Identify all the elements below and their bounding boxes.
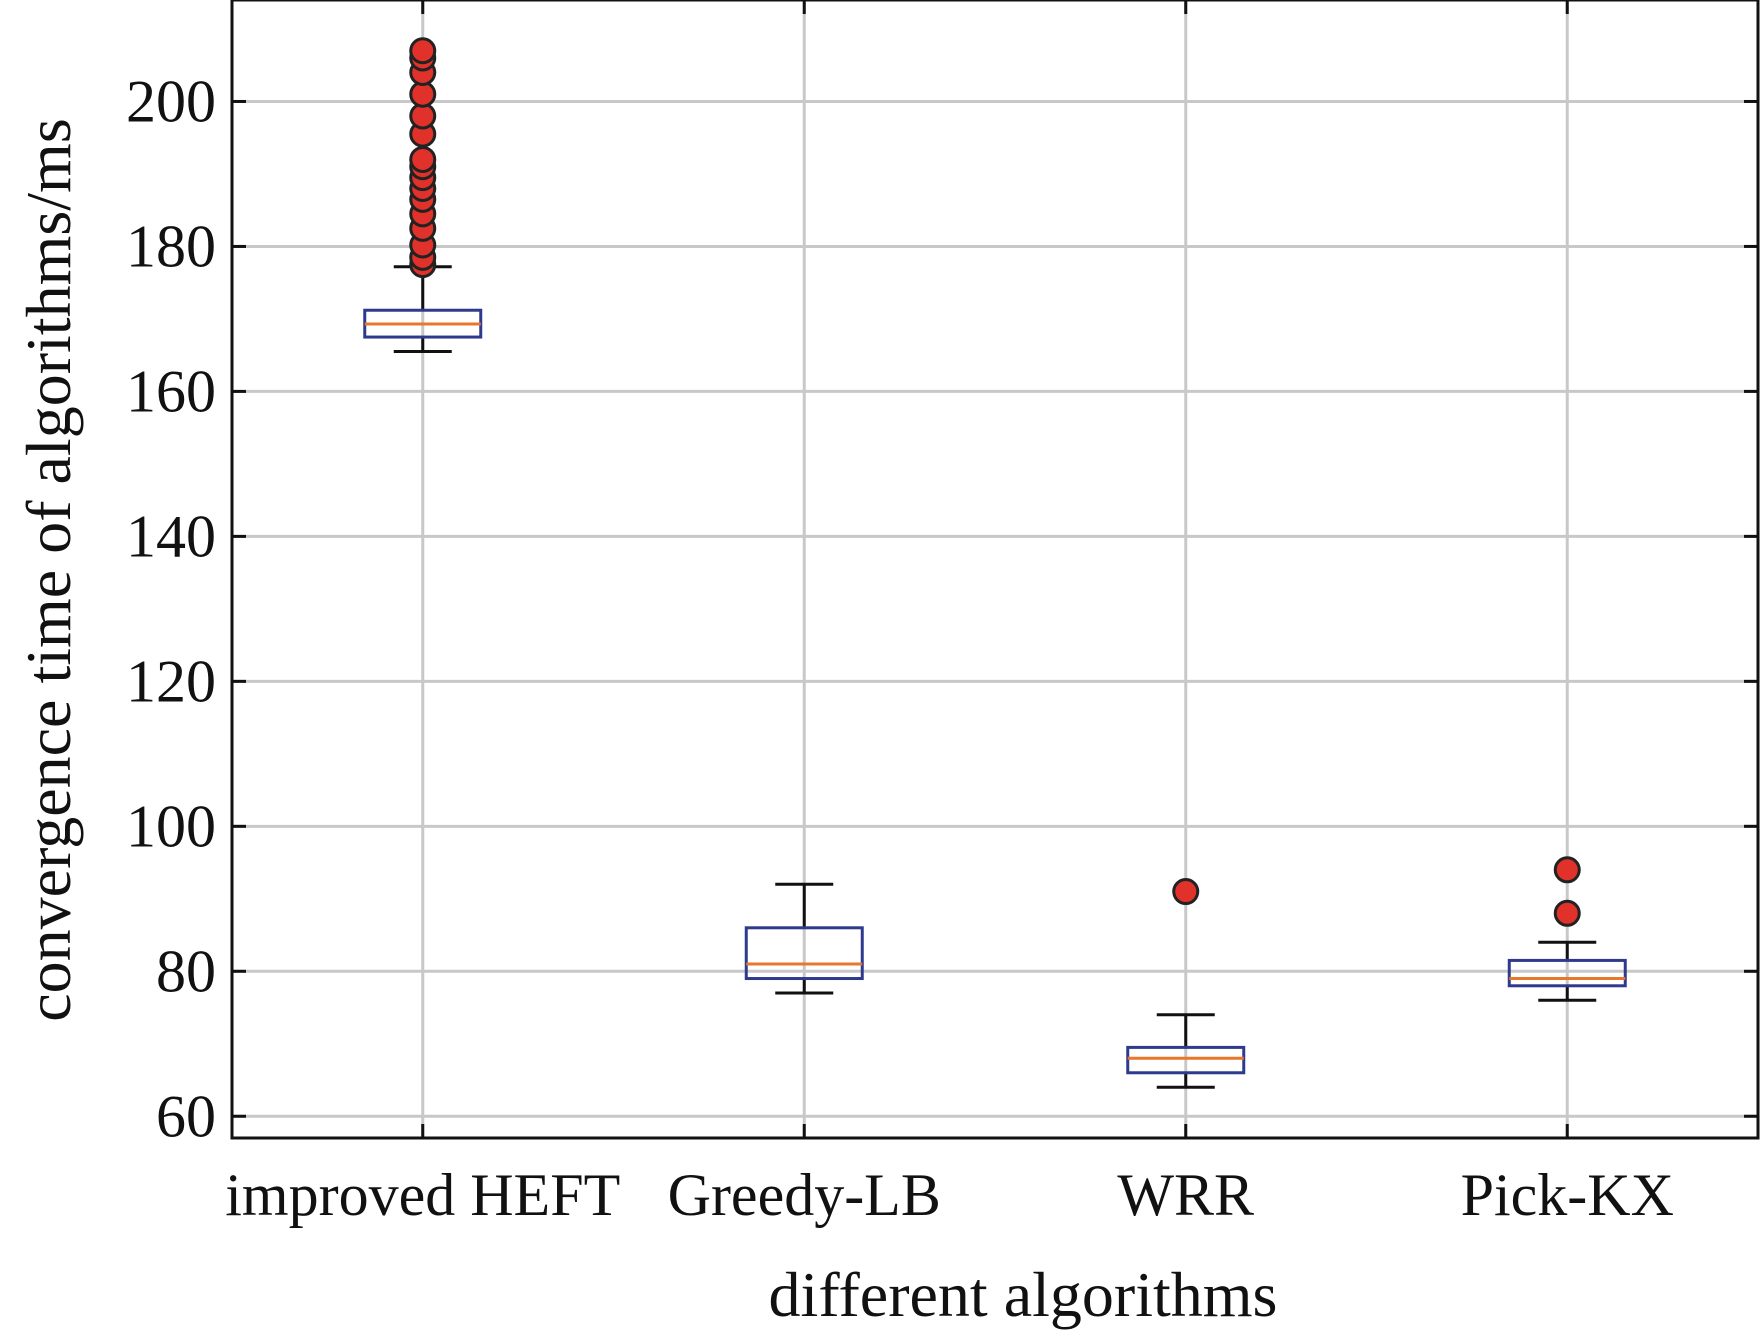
box-group-2 bbox=[1126, 878, 1246, 1089]
boxes bbox=[363, 37, 1627, 1089]
x-tick-label: improved HEFT bbox=[225, 1162, 620, 1228]
outlier-point bbox=[1553, 899, 1581, 927]
grid bbox=[232, 0, 1758, 1138]
y-tick-label: 100 bbox=[126, 793, 216, 859]
box-iqr bbox=[1126, 1045, 1246, 1075]
x-axis-ticks: improved HEFT Greedy-LB WRR Pick-KX bbox=[225, 0, 1674, 1228]
outlier-point bbox=[409, 145, 437, 173]
y-tick-label: 120 bbox=[126, 648, 216, 714]
y-tick-label: 180 bbox=[126, 213, 216, 279]
y-tick-label: 80 bbox=[156, 938, 216, 1004]
y-tick-label: 140 bbox=[126, 503, 216, 569]
outlier-point bbox=[409, 37, 437, 65]
outlier-point bbox=[1172, 878, 1200, 906]
plot-frame bbox=[230, 0, 1760, 1140]
y-tick-label: 200 bbox=[126, 68, 216, 134]
outlier-point bbox=[1553, 856, 1581, 884]
box-group-3 bbox=[1507, 856, 1627, 1002]
y-tick-label: 60 bbox=[156, 1083, 216, 1149]
box-group-0 bbox=[363, 37, 483, 354]
x-tick-label: Pick-KX bbox=[1461, 1162, 1674, 1228]
box-iqr bbox=[744, 926, 864, 981]
x-tick-label: Greedy-LB bbox=[668, 1162, 941, 1228]
box-iqr bbox=[1507, 958, 1627, 988]
y-axis-title: convergence time of algorithms/ms bbox=[13, 118, 84, 1021]
y-tick-label: 160 bbox=[126, 358, 216, 424]
x-axis-title: different algorithms bbox=[769, 1259, 1278, 1330]
x-tick-label: WRR bbox=[1117, 1162, 1254, 1228]
y-axis-ticks: 60 80 100 120 140 160 180 200 bbox=[126, 68, 1758, 1149]
box-group-1 bbox=[744, 882, 864, 995]
